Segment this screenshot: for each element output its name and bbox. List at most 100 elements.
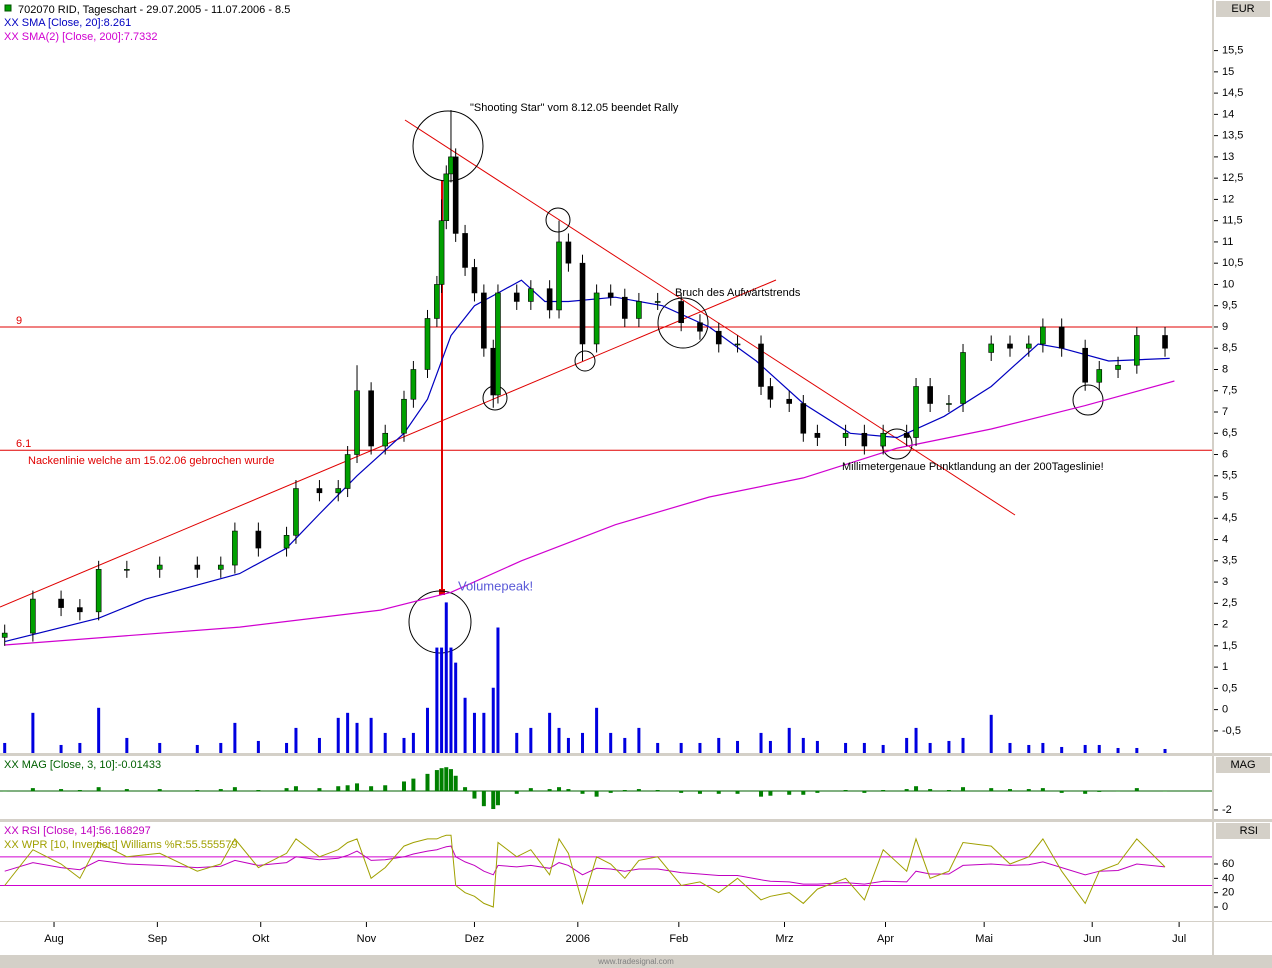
- volume-bar: [449, 647, 453, 753]
- candle-body: [800, 403, 807, 434]
- y-tick-label: 1: [1222, 661, 1228, 673]
- mag-bar: [716, 790, 721, 794]
- volume-bar: [425, 707, 429, 753]
- y-tick-label: 4,5: [1222, 512, 1237, 524]
- candle-body: [913, 386, 919, 438]
- legend-entry: XX RSI [Close, 14]:56.168297: [4, 825, 151, 837]
- mag-bar: [481, 790, 486, 807]
- candle-body: [697, 322, 703, 332]
- candle-body: [1025, 343, 1032, 349]
- volume-bar: [383, 732, 387, 753]
- mag-bar: [448, 769, 453, 791]
- volume-bar: [472, 712, 476, 753]
- volume-bar: [609, 732, 613, 753]
- circle: [1072, 384, 1104, 416]
- volume-bar: [369, 717, 373, 753]
- rsi-panel: [0, 822, 1212, 921]
- candle-body: [255, 530, 262, 549]
- volume-bar: [233, 722, 237, 753]
- volume-bar: [801, 737, 805, 753]
- volume-bar: [355, 722, 359, 753]
- mag-bar: [434, 770, 439, 791]
- annotation: Nackenlinie welche am 15.02.06 gebrochen…: [28, 455, 274, 467]
- volume-bar: [768, 740, 772, 753]
- candle-body: [565, 241, 572, 264]
- y-tick-label: 14,5: [1222, 87, 1243, 99]
- mag-bar: [759, 790, 764, 797]
- volume-bar: [125, 737, 129, 753]
- y-tick-label: 1,5: [1222, 640, 1237, 652]
- volume-bar: [1027, 744, 1031, 753]
- circle: [657, 297, 709, 349]
- y-tick-label: 0: [1222, 704, 1228, 716]
- candle-body: [434, 284, 440, 319]
- volume-bar: [548, 712, 552, 753]
- candle-body: [452, 156, 459, 234]
- volume-bar: [881, 744, 885, 753]
- candle-body: [232, 530, 238, 566]
- volume-bar: [928, 742, 932, 753]
- y-tick-label: -2: [1222, 804, 1232, 816]
- axis-label: MAG: [1230, 759, 1255, 771]
- mag-bar: [862, 790, 867, 793]
- candle-body: [1096, 369, 1103, 383]
- y-tick-label: 7: [1222, 406, 1228, 418]
- y-tick-label: 13: [1222, 151, 1234, 163]
- mag-bar: [472, 790, 477, 799]
- corner: [1214, 922, 1272, 955]
- candle-body: [77, 607, 83, 613]
- candle-body: [471, 267, 478, 294]
- mag-bar: [157, 789, 162, 791]
- annotation: Bruch des Aufwärtstrends: [675, 287, 801, 299]
- y-tick-label: 20: [1222, 887, 1234, 899]
- mag-bar: [594, 790, 599, 797]
- candle-body: [58, 598, 64, 608]
- volume-bar: [454, 662, 458, 753]
- candle-body: [462, 233, 468, 268]
- candle-body: [593, 292, 600, 345]
- candle-body: [481, 292, 487, 349]
- candle-body: [903, 432, 910, 438]
- candle-body: [448, 156, 454, 175]
- x-tick-label: Dez: [465, 933, 485, 945]
- volume-bar: [3, 742, 7, 753]
- y-tick-label: 14: [1222, 108, 1234, 120]
- candle-body: [1007, 343, 1013, 349]
- candle-body: [293, 488, 299, 536]
- mag-bar: [195, 790, 200, 791]
- candle-body: [382, 432, 389, 447]
- mag-bar: [402, 781, 406, 791]
- y-tick-label: 11,5: [1222, 215, 1243, 227]
- mag-bar: [801, 790, 806, 795]
- volume-bar: [862, 742, 866, 753]
- mag-bar: [453, 775, 458, 791]
- volume-bar: [491, 687, 495, 753]
- volume-bar: [195, 744, 199, 753]
- y-tick-label: 13,5: [1222, 130, 1243, 142]
- y-tick-label: 2,5: [1222, 597, 1237, 609]
- x-tick-label: Sep: [148, 933, 168, 945]
- mag-bar: [580, 790, 585, 794]
- y-tick-label: 12: [1222, 193, 1234, 205]
- volume-bar: [31, 712, 35, 753]
- candle-body: [30, 598, 36, 634]
- reference-label: 6.1: [16, 438, 31, 450]
- time-axis: [0, 922, 1212, 955]
- volume-bar: [595, 707, 599, 753]
- volume-bar: [905, 737, 909, 753]
- volume-bar: [411, 732, 415, 753]
- mag-bar: [2, 790, 7, 792]
- mag-bar: [679, 790, 684, 793]
- mag-bar: [904, 789, 909, 791]
- mag-bar: [1026, 789, 1031, 791]
- mag-bar: [30, 788, 35, 791]
- volume-bar: [557, 727, 561, 753]
- volume-bar: [463, 697, 467, 753]
- reference-label: 9: [16, 315, 22, 327]
- volume-bar: [158, 742, 162, 753]
- volume-bar: [566, 737, 570, 753]
- legend-entry: XX WPR [10, Invertiert] Williams %R:55.5…: [4, 839, 238, 851]
- y-tick-label: 0,5: [1222, 682, 1237, 694]
- mag-bar: [411, 778, 416, 791]
